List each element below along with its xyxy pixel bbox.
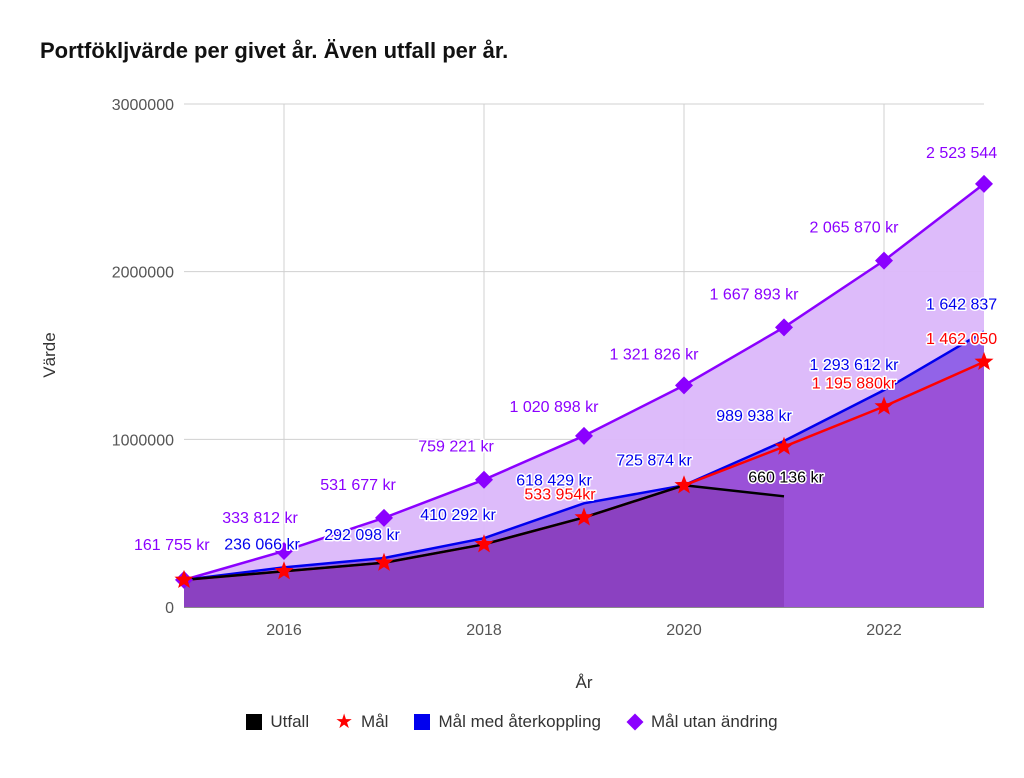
data-label: 2 523 544 [926, 145, 997, 162]
data-label: 533 954kr [524, 486, 596, 503]
data-label: 161 755 kr [134, 537, 210, 554]
data-point-star [174, 569, 194, 588]
data-label: 759 221 kr [418, 439, 494, 456]
data-point-star [374, 552, 394, 571]
legend-label: Mål utan ändring [650, 712, 778, 731]
data-label: 1 321 826 kr [610, 346, 700, 363]
data-point-star [974, 351, 994, 370]
data-point-star [474, 534, 494, 553]
x-tick-label: 2020 [666, 622, 702, 639]
data-point-diamond [775, 318, 793, 337]
legend-label: Mål med återkoppling [438, 712, 601, 731]
data-label: 236 066 kr [224, 536, 300, 553]
data-point-diamond [975, 174, 993, 193]
legend-square-icon [246, 714, 263, 730]
legend-item-mal-med-aterkoppling: Mål med återkoppling [414, 712, 601, 732]
chart-title: Portföklјvärde per givet år. Även utfall… [40, 38, 509, 63]
y-tick-label: 0 [165, 600, 174, 617]
y-axis-label: Värde [40, 332, 59, 377]
x-tick-label: 2018 [466, 622, 502, 639]
x-axis-label: År [576, 673, 593, 692]
data-label: 1 195 880kr [812, 375, 897, 392]
data-label: 1 293 612 kr [810, 357, 900, 374]
data-point-star [674, 475, 694, 494]
data-label: 725 874 kr [616, 452, 692, 469]
data-label: 1 462 050 [926, 331, 997, 348]
legend: Utfall ★ Mål Mål med återkoppling Mål ut… [0, 712, 1024, 732]
data-point-diamond [275, 542, 293, 561]
legend-label: Utfall [270, 712, 310, 731]
data-label: 618 429 kr [516, 472, 592, 489]
data-label: 531 677 kr [320, 477, 396, 494]
data-label: 1 642 837 [926, 297, 997, 314]
x-tick-label: 2016 [266, 622, 302, 639]
x-tick-label: 2022 [866, 622, 902, 639]
data-point-diamond [875, 251, 893, 270]
legend-star-icon: ★ [335, 711, 354, 733]
data-point-star [874, 396, 894, 415]
data-point-star [574, 507, 594, 526]
data-point-star [274, 561, 294, 580]
legend-label: Mål [361, 712, 389, 731]
data-point-diamond [375, 508, 393, 527]
data-point-diamond [475, 470, 493, 489]
y-tick-label: 1000000 [112, 432, 174, 449]
legend-item-mal: ★ Mål [335, 712, 388, 732]
series-line-1 [183, 330, 985, 582]
data-label: 1 667 893 kr [710, 286, 800, 303]
tick-labels: 0 1000000 2000000 3000000 2016 2018 2020 2022 [112, 97, 902, 639]
series-markers [174, 174, 994, 589]
data-label: 660 136 kr [748, 469, 824, 486]
y-tick-label: 3000000 [112, 97, 174, 114]
data-labels: 161 755 kr 333 812 kr 531 677 kr 759 221 kr… [133, 143, 999, 555]
data-label: 989 938 kr [716, 408, 792, 425]
data-label: 410 292 kr [420, 507, 496, 524]
y-tick-label: 2000000 [112, 265, 174, 282]
legend-square-icon [414, 714, 431, 730]
legend-item-mal-utan-andring: Mål utan ändring [626, 712, 778, 732]
legend-diamond-icon [626, 713, 644, 731]
data-point-diamond [675, 376, 693, 395]
data-label: 333 812 kr [222, 510, 298, 527]
legend-item-utfall: Utfall [246, 712, 309, 732]
data-label: 292 098 kr [324, 527, 400, 544]
data-label: 1 020 898 kr [510, 399, 600, 416]
data-label: 2 065 870 kr [810, 220, 900, 237]
data-point-star [774, 436, 794, 455]
data-point-diamond [575, 426, 593, 445]
